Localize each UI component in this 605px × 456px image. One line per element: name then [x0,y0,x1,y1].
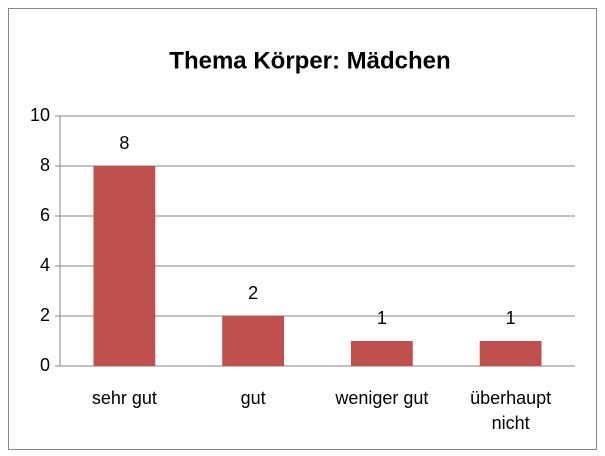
x-tick-label: überhaupt nicht [470,388,552,433]
y-tick-label: 8 [40,155,50,175]
x-tick-label: sehr gut [91,388,157,408]
y-tick-label: 6 [40,205,50,225]
bar [479,341,542,366]
bar [350,341,413,366]
data-label: 1 [377,308,387,328]
y-tick-label: 0 [40,355,50,375]
y-tick-label: 10 [30,105,50,125]
y-tick-label: 4 [40,255,50,275]
x-tick-label: weniger gut [335,388,429,408]
data-label: 2 [248,283,258,303]
data-label: 1 [506,308,516,328]
y-tick-label: 2 [40,305,50,325]
bar [222,316,285,366]
chart-title: Thema Körper: Mädchen [169,47,450,74]
data-label: 8 [119,133,129,153]
bar [93,166,156,366]
x-tick-label: gut [240,388,266,408]
